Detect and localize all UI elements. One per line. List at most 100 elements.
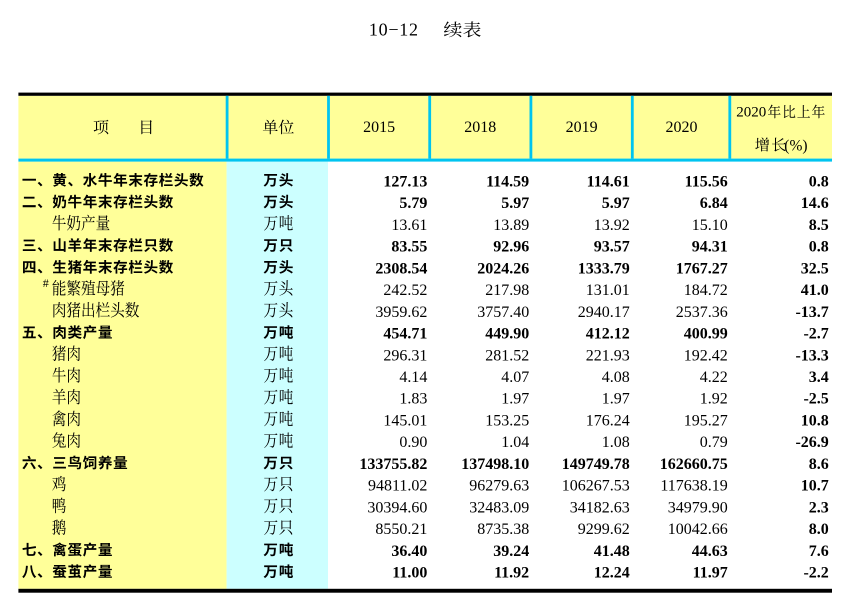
svg-text:117638.19: 117638.19 bbox=[660, 478, 727, 495]
svg-text:2308.54: 2308.54 bbox=[375, 260, 427, 277]
svg-text:4.08: 4.08 bbox=[602, 369, 630, 386]
svg-text:13.92: 13.92 bbox=[594, 217, 630, 234]
svg-text:114.59: 114.59 bbox=[486, 173, 529, 190]
svg-text:4.22: 4.22 bbox=[700, 369, 728, 386]
svg-text:0.90: 0.90 bbox=[399, 434, 427, 451]
svg-text:162660.75: 162660.75 bbox=[660, 456, 728, 473]
svg-text:2.3: 2.3 bbox=[809, 500, 829, 517]
svg-text:5.79: 5.79 bbox=[399, 195, 427, 212]
svg-text:10.7: 10.7 bbox=[801, 478, 829, 495]
svg-text:3757.40: 3757.40 bbox=[477, 304, 529, 321]
svg-text:449.90: 449.90 bbox=[485, 326, 529, 343]
svg-text:30394.60: 30394.60 bbox=[367, 500, 427, 517]
svg-text:96279.63: 96279.63 bbox=[469, 478, 529, 495]
svg-text:1.92: 1.92 bbox=[700, 391, 728, 408]
svg-text:137498.10: 137498.10 bbox=[461, 456, 529, 473]
svg-text:11.97: 11.97 bbox=[693, 565, 728, 582]
svg-text:39.24: 39.24 bbox=[493, 543, 529, 560]
svg-text:-2.2: -2.2 bbox=[803, 565, 828, 582]
svg-text:131.01: 131.01 bbox=[586, 282, 630, 299]
svg-text:4.07: 4.07 bbox=[501, 369, 529, 386]
svg-text:6.84: 6.84 bbox=[700, 195, 728, 212]
svg-text:32.5: 32.5 bbox=[801, 260, 829, 277]
svg-text:36.40: 36.40 bbox=[391, 543, 427, 560]
svg-text:13.61: 13.61 bbox=[391, 217, 427, 234]
svg-text:7.6: 7.6 bbox=[809, 543, 829, 560]
svg-text:(%): (%) bbox=[784, 137, 807, 154]
svg-text:2015: 2015 bbox=[363, 119, 395, 136]
svg-text:281.52: 281.52 bbox=[485, 347, 529, 364]
svg-text:296.31: 296.31 bbox=[383, 347, 427, 364]
svg-text:34182.63: 34182.63 bbox=[570, 500, 630, 517]
svg-text:153.25: 153.25 bbox=[485, 413, 529, 430]
svg-text:8735.38: 8735.38 bbox=[477, 521, 529, 538]
svg-text:5.97: 5.97 bbox=[602, 195, 630, 212]
svg-text:195.27: 195.27 bbox=[684, 413, 728, 430]
svg-text:32483.09: 32483.09 bbox=[469, 500, 529, 517]
svg-text:13.89: 13.89 bbox=[493, 217, 529, 234]
svg-text:9299.62: 9299.62 bbox=[578, 521, 630, 538]
svg-text:0.8: 0.8 bbox=[809, 239, 829, 256]
svg-text:2024.26: 2024.26 bbox=[477, 260, 529, 277]
svg-text:-26.9: -26.9 bbox=[795, 434, 828, 451]
svg-text:92.96: 92.96 bbox=[493, 239, 529, 256]
svg-text:-13.3: -13.3 bbox=[795, 347, 828, 364]
svg-text:3959.62: 3959.62 bbox=[375, 304, 427, 321]
svg-text:10.8: 10.8 bbox=[801, 413, 829, 430]
svg-text:-2.5: -2.5 bbox=[803, 391, 828, 408]
svg-text:8.5: 8.5 bbox=[809, 217, 829, 234]
svg-text:10−12: 10−12 bbox=[369, 20, 419, 40]
svg-text:192.42: 192.42 bbox=[684, 347, 728, 364]
svg-text:14.6: 14.6 bbox=[801, 195, 829, 212]
svg-text:41.0: 41.0 bbox=[801, 282, 829, 299]
svg-text:115.56: 115.56 bbox=[685, 173, 728, 190]
svg-text:34979.90: 34979.90 bbox=[668, 500, 728, 517]
svg-text:1.04: 1.04 bbox=[501, 434, 529, 451]
svg-text:454.71: 454.71 bbox=[383, 326, 427, 343]
svg-text:1.83: 1.83 bbox=[399, 391, 427, 408]
svg-text:114.61: 114.61 bbox=[587, 173, 630, 190]
svg-text:106267.53: 106267.53 bbox=[562, 478, 630, 495]
svg-text:3.4: 3.4 bbox=[809, 369, 829, 386]
svg-text:2018: 2018 bbox=[464, 119, 496, 136]
svg-text:221.93: 221.93 bbox=[586, 347, 630, 364]
svg-text:94.31: 94.31 bbox=[692, 239, 728, 256]
svg-text:44.63: 44.63 bbox=[692, 543, 728, 560]
svg-text:2020: 2020 bbox=[666, 119, 698, 136]
svg-text:400.99: 400.99 bbox=[684, 326, 728, 343]
svg-text:0.8: 0.8 bbox=[809, 173, 829, 190]
svg-text:184.72: 184.72 bbox=[684, 282, 728, 299]
svg-text:-13.7: -13.7 bbox=[795, 304, 828, 321]
svg-text:2019: 2019 bbox=[566, 119, 598, 136]
svg-text:11.92: 11.92 bbox=[494, 565, 529, 582]
svg-text:127.13: 127.13 bbox=[383, 173, 427, 190]
svg-text:-2.7: -2.7 bbox=[803, 326, 828, 343]
svg-text:10042.66: 10042.66 bbox=[668, 521, 728, 538]
svg-text:5.97: 5.97 bbox=[501, 195, 529, 212]
svg-text:1767.27: 1767.27 bbox=[676, 260, 728, 277]
svg-text:2940.17: 2940.17 bbox=[578, 304, 630, 321]
svg-text:242.52: 242.52 bbox=[383, 282, 427, 299]
svg-text:94811.02: 94811.02 bbox=[368, 478, 427, 495]
svg-text:#: # bbox=[43, 276, 49, 290]
svg-text:93.57: 93.57 bbox=[594, 239, 630, 256]
svg-text:15.10: 15.10 bbox=[692, 217, 728, 234]
svg-text:41.48: 41.48 bbox=[594, 543, 630, 560]
svg-text:1333.79: 1333.79 bbox=[578, 260, 630, 277]
svg-text:1.97: 1.97 bbox=[501, 391, 529, 408]
svg-text:176.24: 176.24 bbox=[586, 413, 630, 430]
svg-text:83.55: 83.55 bbox=[391, 239, 427, 256]
svg-text:412.12: 412.12 bbox=[586, 326, 630, 343]
svg-text:8550.21: 8550.21 bbox=[375, 521, 427, 538]
svg-text:217.98: 217.98 bbox=[485, 282, 529, 299]
svg-text:145.01: 145.01 bbox=[383, 413, 427, 430]
svg-text:1.08: 1.08 bbox=[602, 434, 630, 451]
svg-text:8.6: 8.6 bbox=[809, 456, 829, 473]
svg-text:8.0: 8.0 bbox=[809, 521, 829, 538]
svg-text:133755.82: 133755.82 bbox=[359, 456, 427, 473]
svg-text:11.00: 11.00 bbox=[392, 565, 427, 582]
svg-text:2537.36: 2537.36 bbox=[676, 304, 728, 321]
svg-text:12.24: 12.24 bbox=[594, 565, 630, 582]
svg-text:4.14: 4.14 bbox=[399, 369, 427, 386]
svg-text:1.97: 1.97 bbox=[602, 391, 630, 408]
